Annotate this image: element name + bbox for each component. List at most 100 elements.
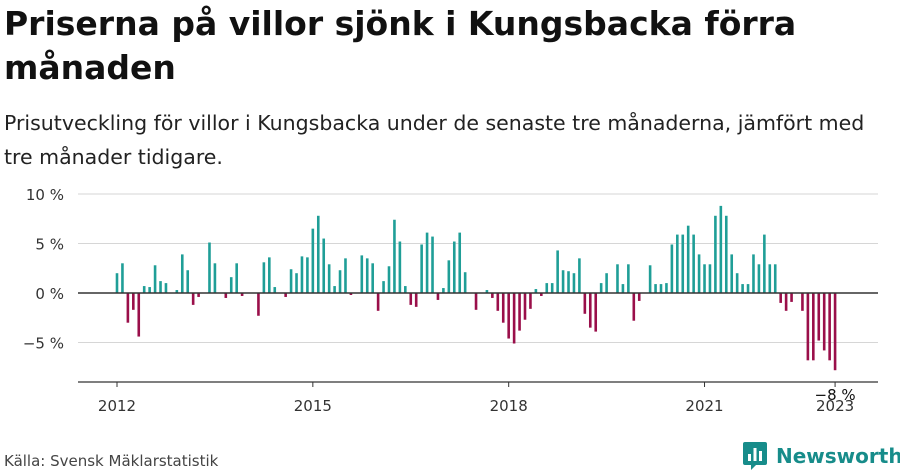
bar (414, 293, 418, 307)
bar (463, 272, 467, 293)
y-tick-label: 0 % (35, 285, 64, 303)
bar (670, 244, 674, 293)
bar (398, 241, 402, 293)
bar (724, 215, 728, 293)
brand-name: Newsworthy (776, 444, 900, 468)
bar (153, 265, 157, 293)
y-tick-label: 10 % (26, 186, 64, 204)
bar (550, 283, 554, 293)
bar (197, 293, 200, 297)
bar (637, 293, 641, 301)
bar (306, 257, 309, 293)
newsworthy-bar-chart-logo-icon (743, 442, 767, 470)
bar (491, 293, 494, 298)
bar (512, 293, 516, 344)
bar (768, 264, 772, 293)
bar (376, 293, 380, 311)
bar (801, 293, 804, 311)
bar (262, 262, 266, 293)
bar (409, 293, 413, 305)
bar (692, 234, 695, 293)
bar (714, 215, 717, 293)
x-tick-label: 2021 (685, 397, 723, 415)
bar (501, 293, 505, 323)
bar (191, 293, 195, 305)
bar (578, 258, 581, 293)
bar (708, 264, 712, 293)
x-tick-label: 2015 (294, 397, 332, 415)
bar (121, 263, 124, 293)
bar (588, 293, 592, 328)
tick-labels: 10 % 5 % 0 % −5 % 2012 2015 2018 2021 2023−8 % (23, 186, 856, 415)
source-note: Källa: Svensk Mäklarstatistik (4, 452, 219, 470)
bar (180, 254, 184, 293)
bar (425, 232, 429, 293)
bar (137, 293, 141, 337)
newsworthy-logo[interactable]: Newsworthy (742, 440, 900, 472)
bar (540, 293, 543, 296)
bar (763, 234, 766, 293)
bar (316, 215, 320, 293)
bar (213, 263, 217, 293)
bar (741, 284, 744, 293)
bar (126, 293, 130, 323)
bar (371, 263, 374, 293)
bar (175, 290, 179, 293)
bar (534, 289, 538, 293)
bar (186, 270, 190, 293)
bar (142, 286, 146, 293)
bar (393, 219, 396, 293)
y-tick-label: −5 % (23, 335, 64, 353)
bar (719, 205, 723, 293)
bar (529, 293, 532, 309)
bar (284, 293, 287, 297)
bar-chart: 10 % 5 % 0 % −5 % 2012 2015 2018 2021 2023−8 % (23, 186, 878, 415)
bar (148, 287, 151, 293)
bar (229, 277, 233, 293)
bar (159, 281, 162, 293)
bar (507, 293, 510, 339)
bar (322, 238, 326, 293)
bar (300, 256, 304, 293)
bar (257, 293, 260, 316)
bar (790, 293, 793, 302)
bar (545, 283, 549, 293)
axes (78, 292, 878, 387)
bar (382, 281, 385, 293)
bar (485, 290, 489, 293)
bar (442, 288, 445, 293)
bar (735, 273, 739, 293)
bar (458, 232, 462, 293)
bar (523, 293, 527, 320)
bar (436, 293, 440, 300)
bar (665, 283, 668, 293)
bar (431, 236, 434, 293)
bar (311, 228, 315, 293)
bar (703, 264, 706, 293)
bar (681, 234, 685, 293)
bars (115, 205, 837, 371)
bar (583, 293, 587, 314)
bar (327, 264, 331, 293)
bar (812, 293, 815, 361)
bar (420, 244, 423, 293)
bar (452, 241, 456, 293)
bar (387, 266, 391, 293)
bar (817, 293, 821, 341)
bar (360, 255, 364, 293)
bar (474, 293, 478, 310)
x-tick-label: 2023 (816, 397, 854, 415)
bar (828, 293, 831, 361)
bar (806, 293, 810, 361)
bar (599, 283, 603, 293)
bar (676, 234, 679, 293)
grid-lines (78, 193, 878, 343)
bar (273, 287, 277, 293)
bar (338, 270, 342, 293)
bar (779, 293, 782, 303)
x-tick-label: 2012 (98, 397, 136, 415)
bar (268, 257, 271, 293)
bar (686, 225, 690, 293)
bar (224, 293, 228, 298)
bar (746, 284, 750, 293)
